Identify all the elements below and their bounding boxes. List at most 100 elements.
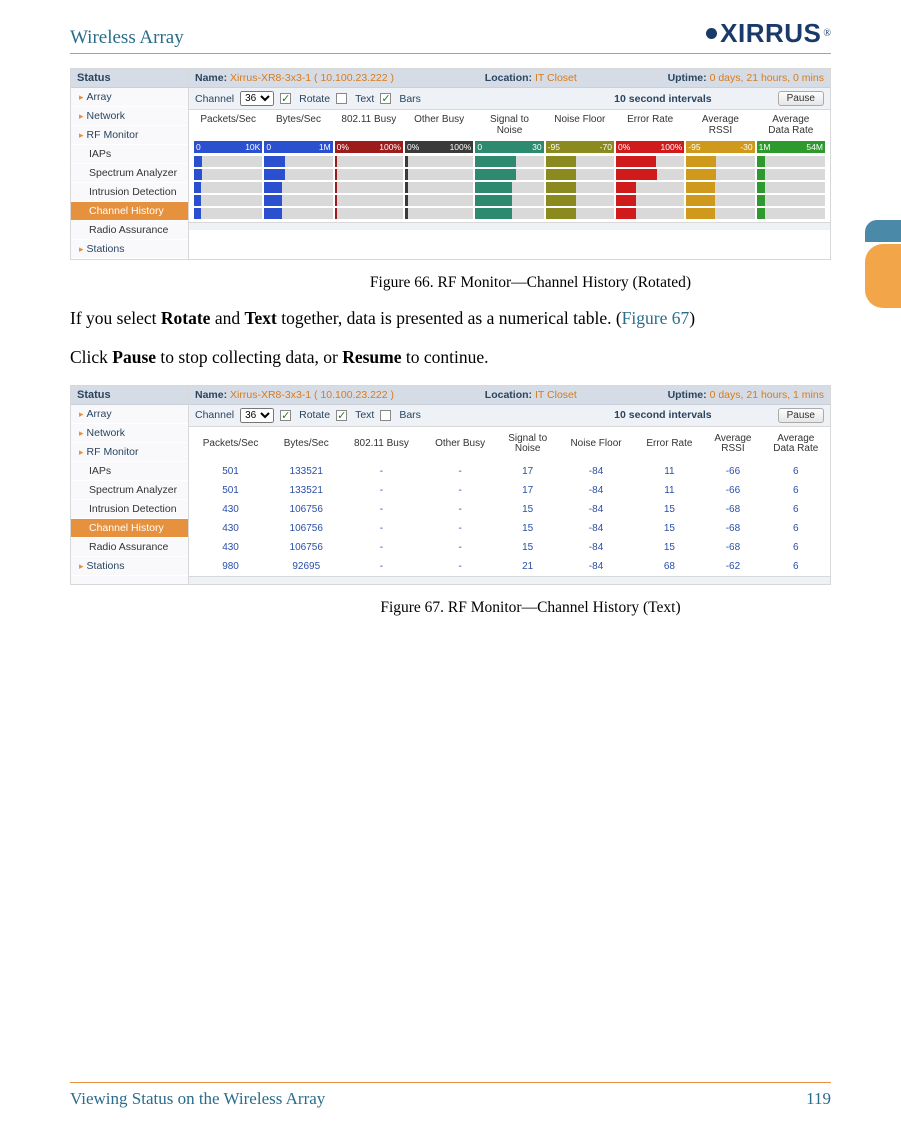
bar-cell bbox=[405, 182, 473, 193]
bar-cell bbox=[264, 182, 332, 193]
location-value: IT Closet bbox=[535, 72, 577, 84]
pause-button[interactable]: Pause bbox=[778, 408, 824, 423]
table-cell: -84 bbox=[558, 462, 635, 481]
sidebar-item[interactable]: RF Monitor bbox=[71, 126, 188, 145]
bar-cell bbox=[475, 208, 543, 219]
column-header: 802.11 Busy bbox=[334, 115, 404, 136]
table-cell: -62 bbox=[704, 557, 761, 576]
bar-row bbox=[189, 194, 830, 207]
bar-cell bbox=[757, 182, 825, 193]
sidebar-item[interactable]: Spectrum Analyzer bbox=[71, 164, 188, 183]
table-cell: -66 bbox=[704, 462, 761, 481]
bar-cell bbox=[264, 195, 332, 206]
bar-cell bbox=[335, 208, 403, 219]
sidebar-item[interactable]: Intrusion Detection bbox=[71, 183, 188, 202]
table-cell: -68 bbox=[704, 500, 761, 519]
sidebar-item[interactable]: Array bbox=[71, 405, 188, 424]
bar-cell bbox=[546, 182, 614, 193]
bar-cell bbox=[686, 195, 754, 206]
table-cell: - bbox=[422, 538, 497, 557]
column-header: Bytes/Sec bbox=[263, 115, 333, 136]
bar-row bbox=[189, 207, 830, 220]
sidebar-item[interactable]: IAPs bbox=[71, 145, 188, 164]
sidebar-item[interactable]: Spectrum Analyzer bbox=[71, 481, 188, 500]
column-header: AverageRSSI bbox=[685, 115, 755, 136]
text-checkbox[interactable] bbox=[336, 93, 347, 104]
sidebar-item[interactable]: Channel History bbox=[71, 202, 188, 221]
bar-row bbox=[189, 181, 830, 194]
bar-cell bbox=[475, 156, 543, 167]
table-cell: - bbox=[422, 557, 497, 576]
column-header: Signal toNoise bbox=[474, 115, 544, 136]
table-cell: - bbox=[422, 519, 497, 538]
scale-row: 010K01M0%100%0%100%030-95-700%100%-95-30… bbox=[189, 141, 830, 155]
table-cell: 430 bbox=[189, 500, 272, 519]
text-checkbox[interactable] bbox=[336, 410, 347, 421]
table-cell: 6 bbox=[762, 557, 830, 576]
table-cell: -84 bbox=[558, 538, 635, 557]
table-cell: 501 bbox=[189, 462, 272, 481]
bars-checkbox[interactable] bbox=[380, 410, 391, 421]
table-cell: 133521 bbox=[272, 462, 340, 481]
sidebar-item[interactable]: Channel History bbox=[71, 519, 188, 538]
table-cell: 15 bbox=[634, 500, 704, 519]
pause-button[interactable]: Pause bbox=[778, 91, 824, 106]
uptime-value: 0 days, 21 hours, 1 mins bbox=[710, 389, 824, 401]
table-cell: 92695 bbox=[272, 557, 340, 576]
bar-cell bbox=[194, 156, 262, 167]
table-cell: -68 bbox=[704, 538, 761, 557]
channel-select[interactable]: 36 bbox=[240, 408, 274, 423]
brand-logo: XIRRUS® bbox=[706, 18, 831, 49]
table-cell: 17 bbox=[498, 481, 558, 500]
table-cell: 68 bbox=[634, 557, 704, 576]
scale-cell: 01M bbox=[264, 141, 332, 153]
data-table: Packets/SecBytes/Sec802.11 BusyOther Bus… bbox=[189, 427, 830, 576]
figure-67-link[interactable]: Figure 67 bbox=[622, 308, 690, 328]
bar-row bbox=[189, 168, 830, 181]
channel-select[interactable]: 36 bbox=[240, 91, 274, 106]
device-name: Xirrus-XR8-3x3-1 ( 10.100.23.222 ) bbox=[230, 389, 394, 401]
bars-checkbox[interactable] bbox=[380, 93, 391, 104]
sidebar-item[interactable]: Radio Assurance bbox=[71, 221, 188, 240]
column-header: Packets/Sec bbox=[193, 115, 263, 136]
bar-cell bbox=[194, 208, 262, 219]
rotate-checkbox[interactable] bbox=[280, 410, 291, 421]
bar-cell bbox=[686, 182, 754, 193]
bar-row bbox=[189, 155, 830, 168]
table-row: 430106756--15-8415-686 bbox=[189, 519, 830, 538]
device-name: Xirrus-XR8-3x3-1 ( 10.100.23.222 ) bbox=[230, 72, 394, 84]
column-headers: Packets/SecBytes/Sec802.11 BusyOther Bus… bbox=[189, 110, 830, 141]
scale-cell: 030 bbox=[475, 141, 543, 153]
paragraph-1: If you select Rotate and Text together, … bbox=[70, 306, 831, 331]
sidebar-item[interactable]: Intrusion Detection bbox=[71, 500, 188, 519]
sidebar-item[interactable]: Network bbox=[71, 424, 188, 443]
sidebar-item[interactable]: RF Monitor bbox=[71, 443, 188, 462]
control-bar: Channel 36 Rotate Text Bars 10 second in… bbox=[189, 405, 830, 427]
sidebar-item[interactable]: IAPs bbox=[71, 462, 188, 481]
bar-cell bbox=[264, 169, 332, 180]
table-row: 501133521--17-8411-666 bbox=[189, 462, 830, 481]
table-cell: 430 bbox=[189, 519, 272, 538]
sidebar-item[interactable]: Array bbox=[71, 88, 188, 107]
table-cell: 15 bbox=[634, 538, 704, 557]
bar-cell bbox=[264, 208, 332, 219]
sidebar-item[interactable]: Network bbox=[71, 107, 188, 126]
sidebar-item[interactable]: Radio Assurance bbox=[71, 538, 188, 557]
bar-cell bbox=[335, 195, 403, 206]
sidebar-item[interactable]: Stations bbox=[71, 240, 188, 259]
table-cell: 106756 bbox=[272, 538, 340, 557]
rotate-checkbox[interactable] bbox=[280, 93, 291, 104]
table-cell: - bbox=[340, 557, 422, 576]
bar-cell bbox=[546, 208, 614, 219]
table-row: 98092695--21-8468-626 bbox=[189, 557, 830, 576]
figure-66-screenshot: Status ArrayNetworkRF MonitorIAPsSpectru… bbox=[70, 68, 831, 260]
table-cell: - bbox=[340, 462, 422, 481]
column-header: Error Rate bbox=[634, 427, 704, 462]
scale-cell: -95-70 bbox=[546, 141, 614, 153]
table-row: 430106756--15-8415-686 bbox=[189, 538, 830, 557]
table-cell: - bbox=[340, 519, 422, 538]
sidebar-item[interactable]: Stations bbox=[71, 557, 188, 576]
uptime-value: 0 days, 21 hours, 0 mins bbox=[710, 72, 824, 84]
table-cell: 980 bbox=[189, 557, 272, 576]
table-cell: 15 bbox=[498, 500, 558, 519]
